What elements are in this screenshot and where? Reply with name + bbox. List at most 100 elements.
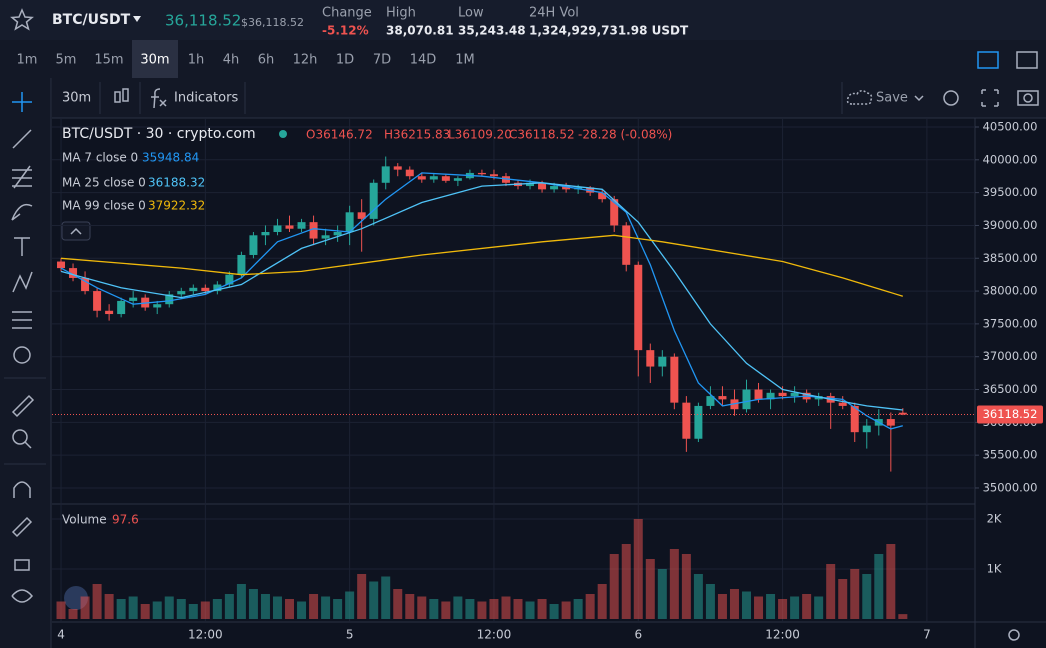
- candle-body: [117, 300, 126, 315]
- interval-option[interactable]: 30m: [140, 53, 169, 68]
- volume-bar: [417, 596, 427, 619]
- depth-icon[interactable]: [1016, 51, 1038, 69]
- interval-option[interactable]: 14D: [410, 53, 437, 68]
- candle-body: [345, 212, 354, 233]
- lock-tool[interactable]: [14, 559, 30, 571]
- interval-option[interactable]: 12h: [293, 53, 318, 68]
- interval-option[interactable]: 1D: [336, 53, 354, 68]
- interval-option[interactable]: 1m: [17, 53, 38, 68]
- crosshair-tool[interactable]: [12, 92, 32, 112]
- snapshot-lens: [1023, 93, 1033, 103]
- y-tick-label: 36500.00: [983, 382, 1038, 396]
- fx-icon[interactable]: [151, 88, 167, 109]
- settings-icon[interactable]: [943, 90, 959, 106]
- interval-option[interactable]: 15m: [94, 53, 123, 68]
- volume-bar: [56, 601, 66, 619]
- interval-option[interactable]: 4h: [223, 53, 240, 68]
- save-button[interactable]: Save: [876, 91, 908, 106]
- zoom-tool[interactable]: [12, 429, 28, 445]
- favorite-icon[interactable]: [10, 8, 34, 31]
- x-tick-label: 4: [57, 628, 65, 642]
- candle-body: [562, 186, 571, 190]
- ruler-tool[interactable]: [11, 394, 35, 418]
- toolbar-interval[interactable]: 30m: [62, 91, 91, 106]
- volume-bar: [285, 599, 295, 619]
- candle-body: [273, 225, 282, 233]
- candle-body: [646, 350, 655, 367]
- interval-option[interactable]: 6h: [258, 53, 275, 68]
- text-tool[interactable]: [14, 237, 30, 256]
- volume-bar: [501, 596, 511, 619]
- brush-tool[interactable]: [11, 203, 33, 221]
- stat-label: High: [386, 6, 416, 21]
- fib-tool[interactable]: [12, 165, 32, 189]
- volume-bar: [176, 599, 186, 619]
- y-tick-label: 39000.00: [983, 218, 1038, 232]
- candle-body: [249, 235, 258, 255]
- candle-body: [598, 192, 607, 200]
- volume-bar: [200, 601, 210, 619]
- candle-body: [429, 176, 438, 180]
- candle-body: [297, 222, 306, 229]
- save-dropdown[interactable]: [914, 95, 924, 102]
- x-tick-label: 12:00: [477, 628, 512, 642]
- cloud-icon[interactable]: [846, 90, 873, 105]
- snapshot-icon[interactable]: [1017, 90, 1039, 106]
- emoji-tool[interactable]: [13, 346, 31, 364]
- volume-bar: [381, 576, 391, 619]
- volume-bar: [260, 594, 270, 619]
- magnet-tool[interactable]: [13, 481, 31, 498]
- candle-body: [862, 425, 871, 433]
- collapse-button[interactable]: [61, 221, 91, 241]
- y-tick-label: 40000.00: [983, 152, 1038, 166]
- stay-drawing-tool[interactable]: [11, 516, 33, 538]
- interval-option[interactable]: 1h: [188, 53, 205, 68]
- candle-body: [393, 166, 402, 170]
- volume-bar: [597, 584, 607, 619]
- interval-option[interactable]: 5m: [56, 53, 77, 68]
- volume-bar: [742, 591, 752, 619]
- layout-icon[interactable]: [977, 51, 999, 69]
- volume-bar: [369, 581, 379, 619]
- candle-body: [670, 356, 679, 403]
- chart-toolbar: [52, 78, 1046, 118]
- x-tick-label: 7: [923, 628, 931, 642]
- candle-body: [105, 310, 114, 315]
- candle-body: [790, 392, 799, 397]
- volume-bar: [633, 519, 643, 619]
- candle-type-icon[interactable]: [122, 88, 129, 102]
- candle-body: [153, 304, 162, 308]
- candle-body: [550, 186, 559, 190]
- stat-value: 1,324,929,731.98 USDT: [529, 24, 689, 38]
- volume-bar: [429, 599, 439, 619]
- last-price-label: 36118.52: [983, 407, 1038, 421]
- candle-body: [81, 277, 90, 292]
- ma-legend-name: MA 7 close 0: [62, 151, 138, 165]
- volume-bar: [874, 554, 884, 619]
- x-tick-label: 12:00: [188, 628, 223, 642]
- y-tick-label: 35500.00: [983, 448, 1038, 462]
- settings-icon[interactable]: [1008, 629, 1020, 641]
- hide-tool[interactable]: [11, 589, 33, 603]
- candle-body: [405, 169, 414, 177]
- trendline-tool[interactable]: [12, 129, 32, 149]
- volume-bar: [357, 574, 367, 619]
- volume-bar: [92, 584, 102, 619]
- indicators-button[interactable]: Indicators: [174, 91, 238, 106]
- interval-option[interactable]: 1M: [455, 53, 475, 68]
- symbol[interactable]: BTC/USDT: [52, 12, 131, 28]
- stat-value: -5.12%: [322, 24, 369, 38]
- prediction-tool[interactable]: [12, 311, 32, 329]
- candle-body: [369, 182, 378, 219]
- stat-label: Change: [322, 6, 372, 21]
- fullscreen-icon[interactable]: [981, 89, 999, 107]
- candle-type-icon[interactable]: [114, 91, 121, 103]
- candle-body: [850, 405, 859, 433]
- ma-legend-value: 35948.84: [142, 151, 199, 165]
- volume-bar: [681, 554, 691, 619]
- dropdown-arrow[interactable]: [133, 16, 141, 22]
- active-interval[interactable]: [132, 40, 178, 78]
- pattern-tool[interactable]: [12, 271, 33, 293]
- interval-option[interactable]: 7D: [373, 53, 391, 68]
